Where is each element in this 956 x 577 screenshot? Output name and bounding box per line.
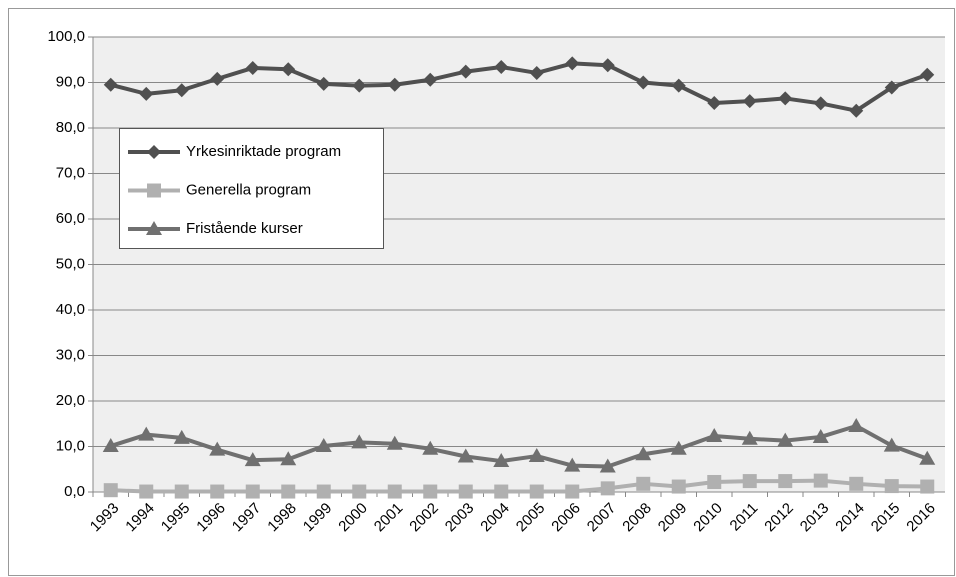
y-tick-label: 40,0 [56, 301, 85, 318]
marker [281, 62, 296, 77]
marker [565, 484, 580, 499]
marker [139, 484, 154, 499]
marker [812, 428, 829, 443]
marker [351, 434, 368, 449]
marker [707, 474, 722, 489]
marker [778, 474, 793, 489]
marker [671, 78, 686, 93]
y-tick-label: 60,0 [56, 210, 85, 227]
marker [138, 426, 155, 441]
marker [146, 221, 162, 235]
marker [920, 479, 935, 494]
marker [147, 145, 161, 159]
marker [671, 479, 686, 494]
marker [564, 457, 581, 472]
marker [387, 77, 402, 92]
marker [777, 432, 794, 447]
y-tick-label: 0,0 [64, 483, 85, 500]
marker [600, 481, 615, 496]
marker [565, 56, 580, 71]
marker [849, 476, 864, 491]
marker [103, 483, 118, 498]
marker [493, 453, 510, 468]
marker [813, 96, 828, 111]
marker [494, 484, 509, 499]
marker [103, 77, 118, 92]
marker [386, 435, 403, 450]
legend-label: Fristående kurser [186, 220, 303, 237]
marker [280, 451, 297, 466]
y-tick-label: 70,0 [56, 164, 85, 181]
marker [599, 458, 616, 473]
marker [281, 484, 296, 499]
marker [920, 67, 935, 82]
y-tick-label: 30,0 [56, 346, 85, 363]
marker [813, 473, 828, 488]
marker [670, 440, 687, 455]
marker [778, 91, 793, 106]
marker [244, 452, 261, 467]
marker [919, 450, 936, 465]
marker [423, 484, 438, 499]
marker [422, 440, 439, 455]
marker [458, 484, 473, 499]
marker [848, 418, 865, 433]
marker [139, 86, 154, 101]
marker [529, 484, 544, 499]
marker [102, 438, 119, 453]
marker [707, 95, 722, 110]
marker [494, 60, 509, 75]
marker [316, 76, 331, 91]
marker [742, 94, 757, 109]
marker [706, 428, 723, 443]
marker [636, 476, 651, 491]
y-tick-label: 10,0 [56, 437, 85, 454]
marker [209, 441, 226, 456]
marker [636, 75, 651, 90]
marker [174, 83, 189, 98]
y-tick-label: 50,0 [56, 255, 85, 272]
marker [529, 65, 544, 80]
y-tick-label: 80,0 [56, 119, 85, 136]
marker [316, 484, 331, 499]
marker [849, 103, 864, 118]
marker [884, 80, 899, 95]
legend-label: Generella program [186, 181, 311, 198]
y-tick-label: 90,0 [56, 73, 85, 90]
marker [352, 78, 367, 93]
marker [245, 484, 260, 499]
marker [458, 64, 473, 79]
marker [635, 446, 652, 461]
marker [210, 484, 225, 499]
marker [210, 71, 225, 86]
series-line [110, 424, 928, 469]
y-tick-label: 100,0 [47, 28, 85, 45]
marker [245, 60, 260, 75]
marker [741, 430, 758, 445]
marker [173, 429, 190, 444]
marker [884, 479, 899, 494]
marker [315, 438, 332, 453]
marker [742, 474, 757, 489]
marker [528, 448, 545, 463]
marker [387, 484, 402, 499]
marker [423, 72, 438, 87]
marker [457, 448, 474, 463]
marker [352, 484, 367, 499]
marker [600, 58, 615, 73]
marker [883, 437, 900, 452]
marker [147, 183, 161, 198]
legend-label: Yrkesinriktade program [186, 143, 341, 160]
marker [174, 484, 189, 499]
y-tick-label: 20,0 [56, 392, 85, 409]
